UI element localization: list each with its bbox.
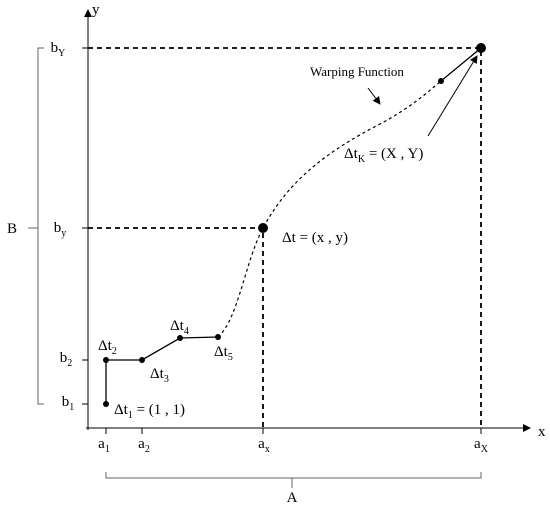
svg-text:ax: ax — [258, 436, 270, 455]
brackets — [28, 47, 482, 488]
y-axis-label: y — [92, 2, 100, 18]
label-part: a — [138, 436, 145, 452]
label-part: b — [54, 220, 62, 236]
label-part: Δt — [214, 344, 229, 360]
end-label: ΔtK = (X , Y) — [344, 146, 423, 165]
label-part: Δt — [114, 402, 129, 418]
svg-text:Δt3: Δt3 — [150, 366, 169, 385]
label-part: a — [98, 436, 105, 452]
bracket-label: A — [287, 490, 298, 506]
label-part: 2 — [112, 346, 117, 357]
label-part: Y — [58, 48, 65, 59]
svg-text:by: by — [54, 220, 67, 239]
label-part: y — [61, 228, 66, 239]
label-part: Δt — [170, 318, 185, 334]
svg-text:aX: aX — [474, 436, 489, 455]
label-part: 5 — [228, 352, 233, 363]
svg-text:bY: bY — [51, 40, 66, 59]
point-labels: Δt2 Δt3 Δt4 Δt5 — [98, 318, 233, 385]
label-part: a — [474, 436, 481, 452]
label-part: Δt — [344, 146, 359, 162]
label-part: b — [62, 394, 70, 410]
svg-text:Δt2: Δt2 — [98, 338, 117, 357]
label-part: 1 — [128, 410, 133, 421]
svg-text:b1: b1 — [62, 394, 75, 413]
svg-text:Δt4: Δt4 — [170, 318, 189, 337]
start-label: Δt1 = (1 , 1) — [114, 402, 185, 421]
label-part: 2 — [145, 444, 150, 455]
label-part: 3 — [164, 374, 169, 385]
x-labels: a1 a2 ax aX — [98, 436, 489, 455]
x-axis-label: x — [538, 424, 546, 440]
label-part: b — [51, 40, 59, 56]
axes — [82, 9, 531, 434]
svg-text:Δt5: Δt5 — [214, 344, 233, 363]
curve-label: Warping Function — [310, 64, 404, 79]
label-part: b — [60, 350, 68, 366]
label-part: a — [258, 436, 265, 452]
label-part: 4 — [184, 326, 189, 337]
bracket-label: B — [7, 221, 17, 237]
label-part: 1 — [69, 402, 74, 413]
svg-text:b2: b2 — [60, 350, 73, 369]
warping-path — [103, 43, 486, 407]
label-part: = (X , Y) — [365, 146, 423, 162]
label-part: x — [265, 444, 270, 455]
mid-label: Δt = (x , y) — [282, 230, 348, 246]
label-part: K — [358, 154, 366, 165]
label-part: Δt — [150, 366, 165, 382]
label-part: = (1 , 1) — [133, 402, 185, 418]
y-labels: bY by b2 b1 — [51, 40, 75, 413]
label-part: Δt — [98, 338, 113, 354]
label-part: X — [481, 444, 489, 455]
label-part: 1 — [105, 444, 110, 455]
svg-text:a1: a1 — [98, 436, 110, 455]
label-part: 2 — [67, 358, 72, 369]
svg-text:a2: a2 — [138, 436, 150, 455]
